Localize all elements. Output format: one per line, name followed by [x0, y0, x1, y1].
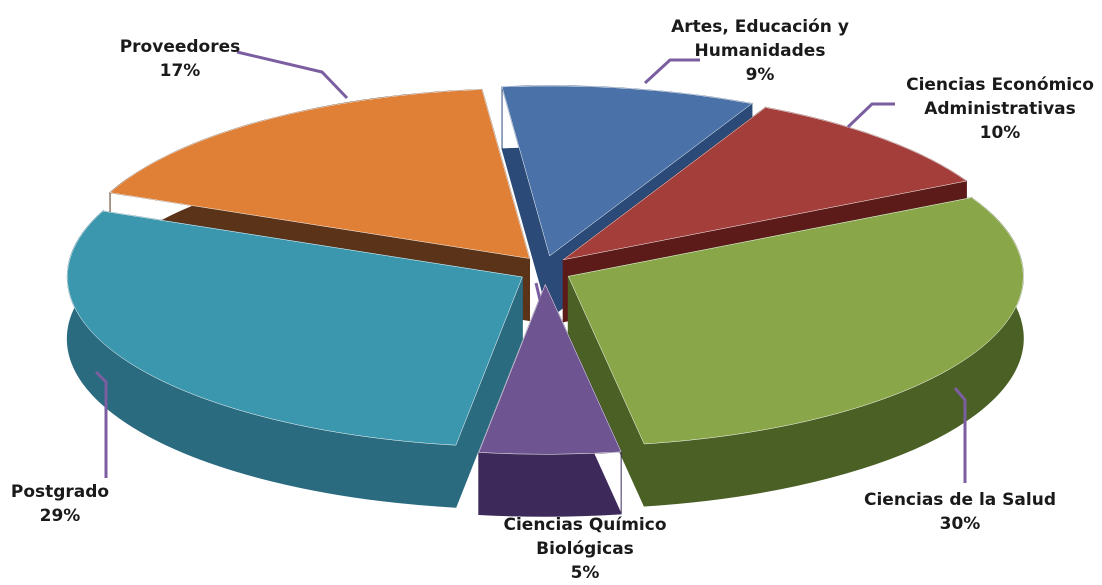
- leader-line-quimico: [534, 282, 542, 301]
- leader-line-proveedores: [236, 50, 349, 100]
- data-label-proveedores: Proveedores 17%: [120, 37, 241, 81]
- data-label-salud: Ciencias de la Salud 30%: [864, 490, 1056, 534]
- pie-slice-salud: [567, 197, 1024, 445]
- pie-slice-economico: [563, 107, 968, 261]
- category-label-artes: Humanidades: [695, 41, 826, 61]
- category-label-artes: Artes, Educación y: [671, 17, 849, 37]
- percent-label-proveedores: 17%: [160, 61, 201, 81]
- percent-label-quimico: 5%: [571, 563, 600, 583]
- data-label-economico: Ciencias Económico Administrativas 10%: [906, 75, 1094, 143]
- leader-line-economico: [846, 102, 895, 129]
- category-label-economico: Ciencias Económico: [906, 75, 1094, 95]
- leader-line-artes: [643, 58, 700, 85]
- category-label-economico: Administrativas: [924, 99, 1076, 119]
- category-label-proveedores: Proveedores: [120, 37, 241, 57]
- percent-label-salud: 30%: [940, 514, 981, 534]
- category-label-postgrado: Postgrado: [11, 482, 109, 502]
- pie-slice-quimico: [478, 283, 622, 455]
- percent-label-artes: 9%: [746, 65, 775, 85]
- data-label-postgrado: Postgrado 29%: [11, 482, 109, 526]
- leader-line-salud: [953, 387, 967, 483]
- pie-slice-artes: [501, 85, 753, 257]
- percent-label-postgrado: 29%: [40, 506, 81, 526]
- leader-line-postgrado: [94, 370, 108, 478]
- pie-slice-proveedores: [109, 89, 530, 259]
- data-label-quimico: Ciencias Químico Biológicas 5%: [503, 515, 666, 583]
- data-label-artes: Artes, Educación y Humanidades 9%: [671, 17, 849, 85]
- category-label-salud: Ciencias de la Salud: [864, 490, 1056, 510]
- pie-slice-postgrado: [67, 210, 523, 446]
- category-label-quimico: Biológicas: [536, 539, 634, 559]
- category-label-quimico: Ciencias Químico: [503, 515, 666, 535]
- percent-label-economico: 10%: [980, 123, 1021, 143]
